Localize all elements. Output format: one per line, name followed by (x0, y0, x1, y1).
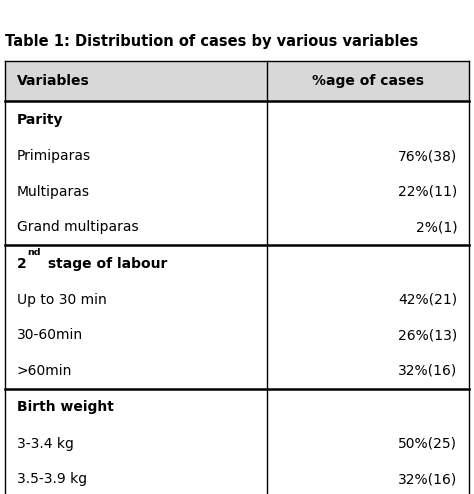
Text: 3.5-3.9 kg: 3.5-3.9 kg (17, 472, 87, 486)
Text: 3-3.4 kg: 3-3.4 kg (17, 437, 73, 451)
Text: 42%(21): 42%(21) (398, 293, 457, 307)
Text: Up to 30 min: Up to 30 min (17, 293, 106, 307)
Text: 76%(38): 76%(38) (398, 149, 457, 163)
Text: 2: 2 (17, 256, 27, 271)
Text: Variables: Variables (17, 74, 89, 88)
Text: 2%(1): 2%(1) (416, 220, 457, 234)
Text: %age of cases: %age of cases (312, 74, 424, 88)
Text: Grand multiparas: Grand multiparas (17, 220, 138, 234)
Text: stage of labour: stage of labour (43, 256, 167, 271)
Text: Primiparas: Primiparas (17, 149, 91, 163)
Text: Birth weight: Birth weight (17, 400, 113, 414)
Text: 30-60min: 30-60min (17, 329, 83, 342)
Text: 22%(11): 22%(11) (398, 185, 457, 199)
Text: >60min: >60min (17, 364, 72, 378)
Text: Parity: Parity (17, 113, 63, 127)
Text: Table 1: Distribution of cases by various variables: Table 1: Distribution of cases by variou… (5, 34, 418, 49)
Bar (5, 61, 469, 101)
Bar (5, 101, 469, 494)
Text: 32%(16): 32%(16) (398, 472, 457, 486)
Text: 26%(13): 26%(13) (398, 329, 457, 342)
Text: 50%(25): 50%(25) (399, 437, 457, 451)
Text: nd: nd (27, 248, 40, 257)
Text: 32%(16): 32%(16) (398, 364, 457, 378)
Text: Multiparas: Multiparas (17, 185, 90, 199)
